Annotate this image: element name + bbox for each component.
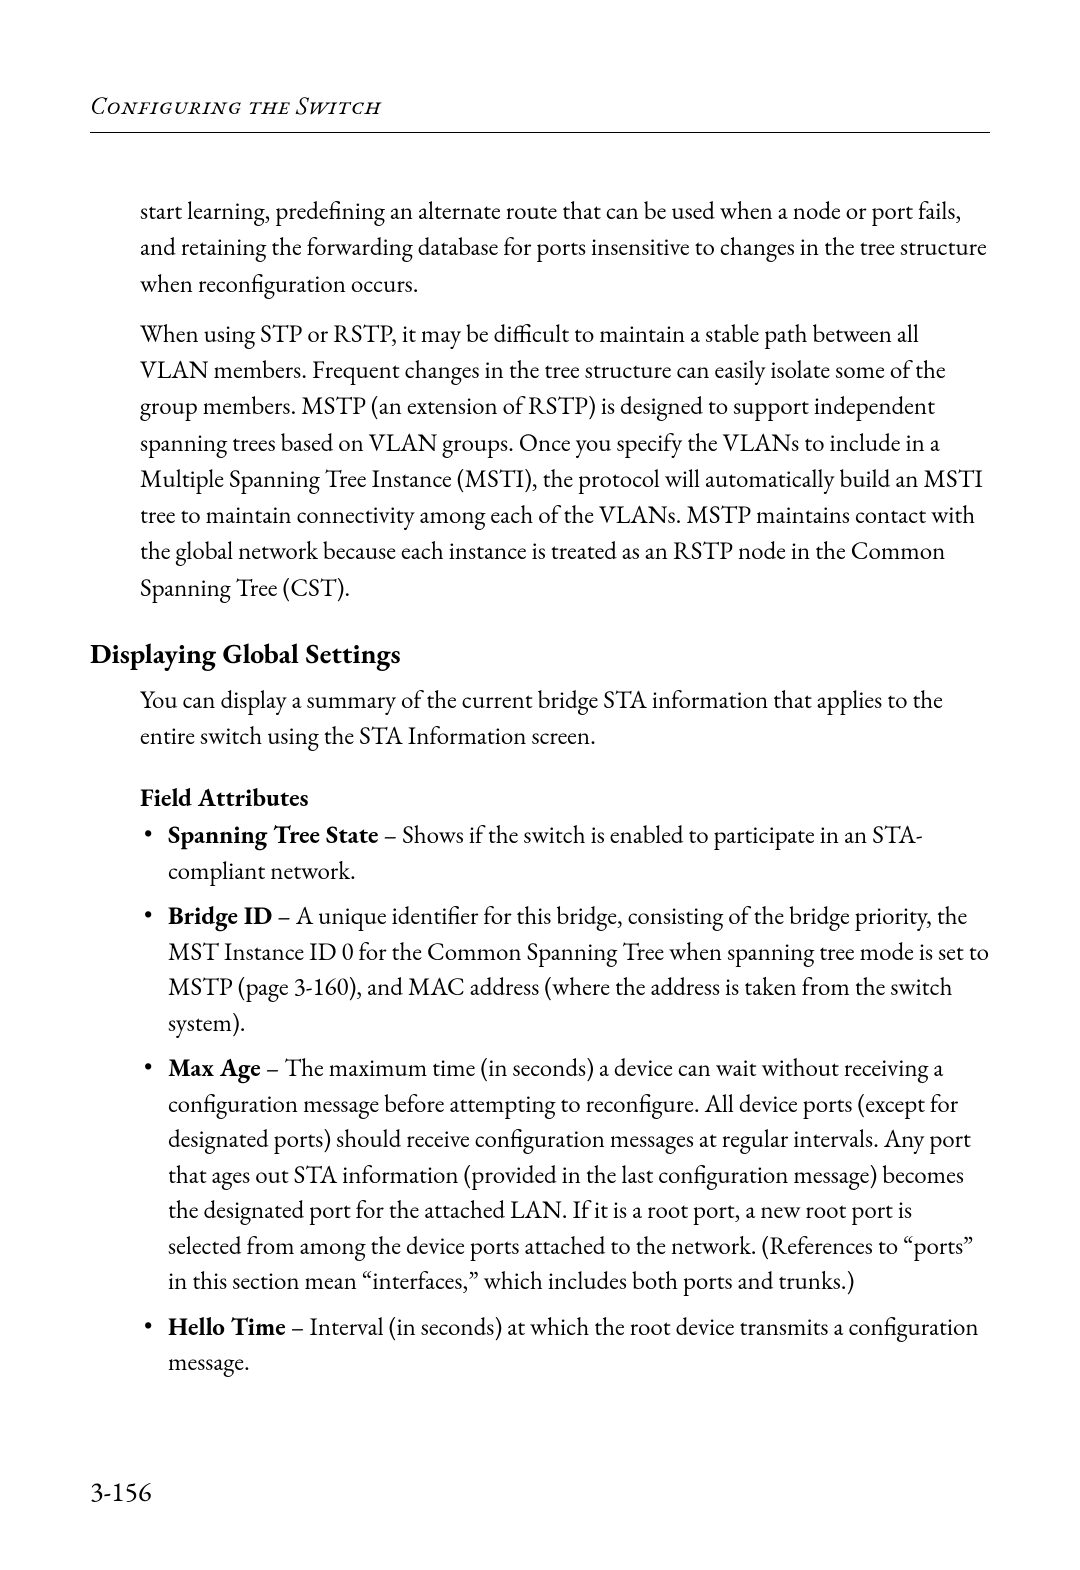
intro-paragraph-2: When using STP or RSTP, it may be diffic…	[140, 316, 990, 606]
field-attributes-list: Spanning Tree State – Shows if the switc…	[140, 818, 990, 1381]
running-header: Configuring the Switch	[90, 90, 990, 122]
section-title: Displaying Global Settings	[90, 636, 990, 672]
field-attributes-heading: Field Attributes	[140, 782, 990, 814]
document-page: Configuring the Switch start learning, p…	[0, 0, 1080, 1570]
page-number: 3-156	[90, 1474, 151, 1510]
list-item: Bridge ID – A unique identifier for this…	[140, 899, 990, 1041]
field-term: Spanning Tree State	[168, 819, 378, 851]
field-desc: – Interval (in seconds) at which the roo…	[168, 1311, 979, 1379]
list-item: Hello Time – Interval (in seconds) at wh…	[140, 1310, 990, 1381]
body-block: start learning, predefining an alternate…	[140, 193, 990, 606]
field-term: Hello Time	[168, 1311, 286, 1343]
field-term: Bridge ID	[168, 900, 272, 932]
section-lead: You can display a summary of the current…	[140, 682, 990, 755]
list-item: Spanning Tree State – Shows if the switc…	[140, 818, 990, 889]
field-term: Max Age	[168, 1052, 261, 1084]
field-desc: – The maximum time (in seconds) a device…	[168, 1052, 973, 1297]
header-rule	[90, 132, 990, 133]
field-desc: – A unique identifier for this bridge, c…	[168, 900, 989, 1039]
section-body: You can display a summary of the current…	[140, 682, 990, 1381]
list-item: Max Age – The maximum time (in seconds) …	[140, 1051, 990, 1300]
intro-paragraph-1: start learning, predefining an alternate…	[140, 193, 990, 302]
